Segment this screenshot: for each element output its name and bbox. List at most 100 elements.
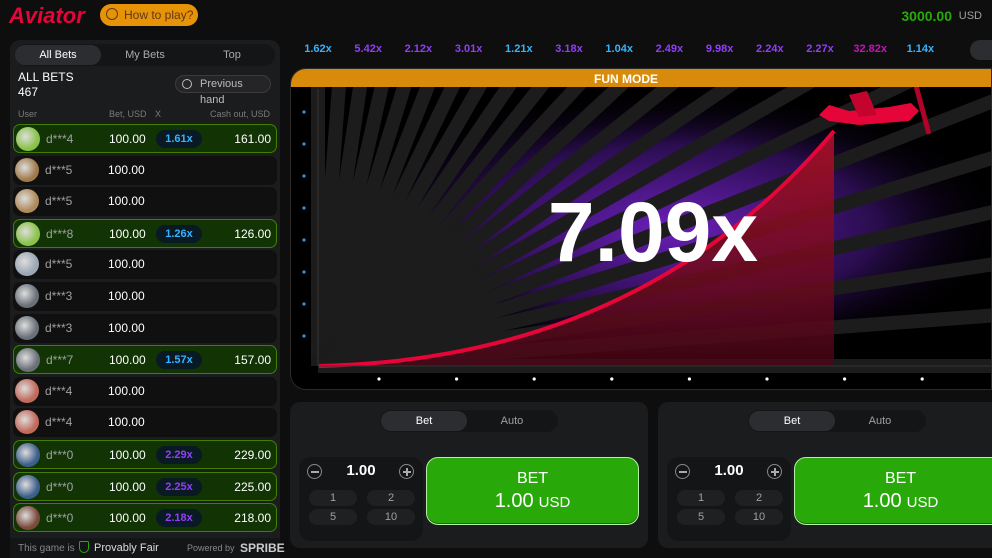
- bet-button-currency: USD: [906, 494, 939, 511]
- user: d***4: [45, 415, 73, 430]
- ray: [312, 69, 564, 371]
- avatar: [15, 315, 39, 340]
- current-multiplier: 7.09x: [548, 185, 758, 279]
- bet-amount-value[interactable]: 1.00: [346, 462, 376, 479]
- cashout: 218.00: [234, 511, 271, 526]
- history-multiplier[interactable]: 1.04x: [605, 43, 633, 55]
- bet-amount: 100.00: [108, 383, 145, 398]
- bet-row: d***7 100.00 1.57x 157.00: [13, 345, 277, 375]
- multiplier-badge: 2.29x: [156, 446, 202, 464]
- bet-amount: 100.00: [108, 320, 145, 335]
- history-multiplier[interactable]: 2.12x: [404, 43, 433, 55]
- ray: [312, 69, 604, 371]
- previous-hand-button[interactable]: Previous hand: [175, 75, 271, 106]
- bet-amount: 100.00: [108, 257, 145, 272]
- history-multiplier[interactable]: 2.49x: [655, 43, 684, 55]
- quick-amount-button[interactable]: 1: [309, 490, 357, 506]
- ray: [313, 69, 649, 372]
- bet-button-amount-line: 1.00 USD: [427, 490, 638, 513]
- multiplier-badge: 2.25x: [156, 477, 202, 496]
- bet-button-label: BET: [516, 470, 549, 487]
- user: d***0: [46, 448, 74, 462]
- quick-amount-button[interactable]: 1: [677, 490, 725, 506]
- history-multiplier[interactable]: 3.18x: [555, 43, 583, 55]
- shield-icon: [79, 541, 89, 553]
- bet-row: d***3 100.00: [13, 282, 277, 311]
- history-multiplier[interactable]: 1.62x: [304, 43, 332, 55]
- quick-amount-button[interactable]: 5: [677, 509, 725, 525]
- multiplier-badge: 1.57x: [156, 351, 202, 370]
- bet-amount: 100.00: [108, 289, 145, 303]
- avatar: [15, 252, 39, 277]
- quick-amount-button[interactable]: 2: [735, 490, 783, 506]
- bet-panel: Bet Auto 1.00 1 2 5 10 BET 1.00 USD: [658, 402, 992, 548]
- ray: [312, 69, 529, 370]
- ray: [313, 69, 702, 372]
- history-multiplier[interactable]: 2.24x: [756, 43, 784, 55]
- cashout: 161.00: [234, 132, 271, 146]
- provably-fair[interactable]: Provably Fair: [94, 542, 159, 554]
- avatar: [16, 221, 40, 246]
- column-header: User: [18, 109, 38, 119]
- history-multiplier[interactable]: 32.82x: [853, 43, 888, 55]
- how-to-play-button[interactable]: How to play?: [100, 4, 198, 26]
- bet-row: d***3 100.00: [13, 313, 277, 343]
- user: d***7: [46, 353, 74, 368]
- flight-curve: [318, 129, 836, 368]
- avatar: [15, 378, 39, 403]
- bets-tab[interactable]: All Bets: [15, 45, 101, 65]
- ray: [311, 69, 370, 368]
- quick-amount-button[interactable]: 2: [367, 490, 415, 506]
- decrease-button[interactable]: [675, 464, 690, 479]
- history-multiplier[interactable]: 5.42x: [354, 43, 382, 55]
- user: d***4: [45, 383, 73, 398]
- quick-amount-button[interactable]: 10: [735, 509, 783, 525]
- propeller: [914, 85, 931, 135]
- game-area: FUN MODE 7.09x: [290, 68, 992, 390]
- quick-amount-button[interactable]: 5: [309, 509, 357, 525]
- bet-mode-tabs: Bet Auto: [748, 410, 926, 432]
- cashout: 157.00: [234, 353, 271, 368]
- multiplier-badge: 2.18x: [156, 509, 202, 528]
- user: d***3: [45, 320, 73, 335]
- ray: [311, 69, 348, 367]
- bet-amount: 100.00: [109, 479, 146, 494]
- spribe-logo: SPRIBE: [240, 541, 285, 555]
- plus-v: [406, 468, 408, 476]
- axis-dot: [610, 377, 614, 381]
- history-multiplier[interactable]: 3.01x: [454, 43, 483, 55]
- bet-amount: 100.00: [108, 194, 145, 209]
- decrease-button[interactable]: [307, 464, 322, 479]
- increase-button[interactable]: [767, 464, 782, 479]
- user: d***8: [46, 226, 74, 241]
- avatar: [15, 157, 39, 182]
- user: d***3: [45, 289, 73, 303]
- axis-dot: [765, 377, 769, 381]
- axis-dot: [920, 377, 924, 381]
- bet-button[interactable]: BET 1.00 USD: [426, 457, 639, 525]
- user: d***4: [46, 132, 74, 146]
- history-icon: [182, 79, 192, 89]
- history-multiplier[interactable]: 2.27x: [806, 43, 834, 55]
- amount-box: 1.00 1 2 5 10: [667, 457, 791, 541]
- bets-tab[interactable]: Top: [223, 49, 241, 61]
- bet-mode-tab[interactable]: Auto: [868, 415, 892, 427]
- minus-sign: [311, 471, 319, 473]
- bets-footer: This game is Provably Fair Powered by SPRIB…: [10, 538, 285, 558]
- bet-button[interactable]: BET 1.00 USD: [794, 457, 992, 525]
- bets-tab[interactable]: My Bets: [125, 49, 165, 61]
- multiplier-badge: 1.26x: [156, 224, 202, 243]
- bet-mode-tab[interactable]: Bet: [749, 411, 835, 431]
- bet-mode-tab[interactable]: Auto: [500, 415, 524, 427]
- history-multiplier[interactable]: 1.21x: [505, 43, 533, 55]
- history-multiplier[interactable]: 9.98x: [705, 43, 734, 55]
- quick-amount-button[interactable]: 10: [367, 509, 415, 525]
- ray: [311, 69, 443, 369]
- bet-row: d***0 100.00 2.18x 218.00: [13, 503, 277, 533]
- bet-mode-tab[interactable]: Bet: [381, 411, 467, 431]
- avatar: [15, 189, 39, 214]
- increase-button[interactable]: [399, 464, 414, 479]
- bet-amount-value[interactable]: 1.00: [714, 462, 744, 479]
- history-multiplier[interactable]: 1.14x: [906, 43, 935, 55]
- axis-dot: [302, 334, 306, 338]
